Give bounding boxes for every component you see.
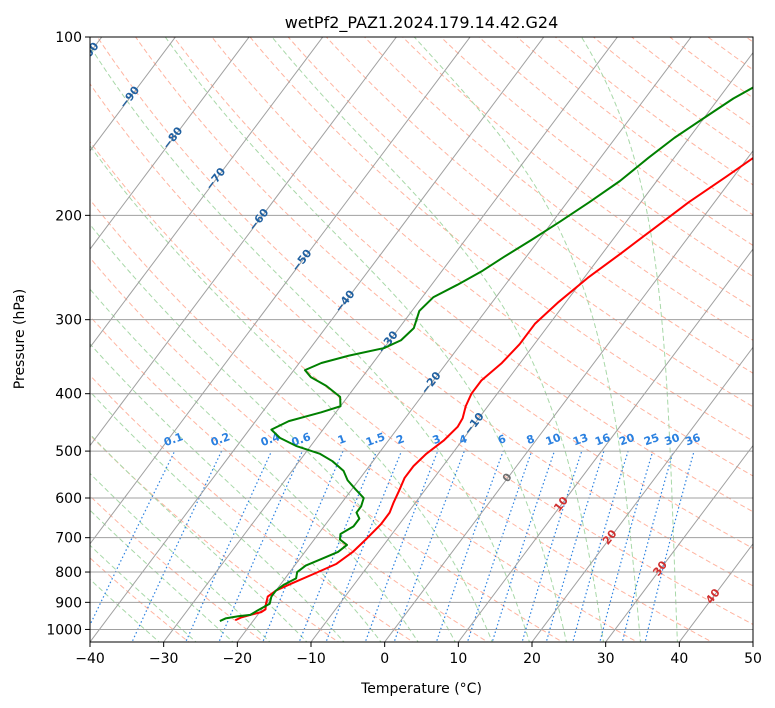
mixing-ratio-line	[185, 450, 273, 642]
x-tick-label: 40	[670, 651, 688, 667]
x-tick-label: −20	[223, 651, 253, 667]
isotherm	[310, 51, 753, 642]
y-axis: 100 200 300 400 500 600 700 800 900 1000	[46, 30, 90, 638]
mixing-ratio-line	[599, 450, 654, 642]
mixing-ratio-line	[364, 450, 439, 642]
isotherm	[90, 37, 398, 447]
y-tick-label: 200	[55, 208, 82, 224]
dry-adiabat	[90, 141, 713, 642]
mixing-ratio-label: 8	[525, 432, 537, 447]
dry-adiabat	[401, 37, 753, 309]
x-axis: −40 −30 −20 −10 0 10 20 30 40 50	[75, 642, 762, 667]
y-tick-label: 400	[55, 387, 82, 403]
x-tick-label: −10	[296, 651, 326, 667]
dry-adiabat	[90, 83, 753, 626]
x-tick-label: 50	[744, 651, 762, 667]
mixing-ratio-label: 2	[394, 432, 406, 447]
chart-title: wetPf2_PAZ1.2024.179.14.42.G24	[285, 13, 559, 33]
mixing-ratio-label: 30	[663, 431, 682, 449]
mixing-ratio-label: 4	[457, 432, 469, 447]
y-axis-title: Pressure (hPa)	[12, 289, 28, 389]
mixing-ratio-line	[262, 450, 344, 642]
moist-adiabat	[90, 472, 271, 642]
moist-adiabat	[90, 343, 382, 642]
dewpoint-profile	[219, 86, 753, 622]
mixing-ratio-line	[521, 450, 583, 642]
dry-adiabat	[90, 374, 414, 642]
mixing-ratio-label: 36	[683, 431, 702, 449]
mixing-ratio-label: 10	[544, 431, 563, 449]
x-axis-title: Temperature (°C)	[360, 681, 482, 697]
isotherm	[163, 37, 619, 642]
x-tick-label: 10	[449, 651, 467, 667]
dry-adiabat	[90, 434, 340, 642]
y-tick-label: 1000	[46, 622, 82, 638]
y-tick-label: 600	[55, 491, 82, 507]
isotherm	[236, 37, 692, 642]
mixing-ratio-line	[621, 450, 674, 642]
mixing-ratio-line	[218, 450, 303, 642]
x-tick-label: 30	[597, 651, 615, 667]
mixing-ratio-label: 13	[571, 431, 590, 448]
dry-adiabat	[249, 37, 753, 442]
isotherm	[90, 37, 250, 250]
isotherm	[457, 248, 753, 642]
mixing-ratio-label: 1.5	[364, 430, 387, 449]
y-tick-label: 700	[55, 531, 82, 547]
isotherm	[90, 37, 177, 152]
x-tick-label: 20	[523, 651, 541, 667]
dry-adiabat	[96, 37, 753, 587]
x-tick-label: −40	[75, 651, 105, 667]
isotherm	[90, 37, 324, 349]
mixing-ratio-label: 25	[642, 431, 661, 448]
dry-adiabat	[440, 37, 753, 278]
mixing-ratio-label: 3	[431, 432, 443, 447]
mixing-ratio-line	[491, 450, 555, 642]
dry-adiabat	[90, 257, 564, 642]
isotherm	[90, 37, 545, 642]
moist-adiabat	[90, 509, 234, 642]
isotherm	[90, 37, 471, 545]
mixing-ratio-label: 0.6	[290, 430, 313, 449]
mixing-ratio-line	[298, 450, 378, 642]
dry-adiabat	[516, 37, 753, 216]
isotherm	[384, 150, 753, 642]
mixing-ratio-line	[325, 450, 403, 642]
mixing-ratio-line	[644, 450, 695, 642]
profile-series	[219, 86, 753, 622]
x-tick-label: −30	[149, 651, 179, 667]
pressure-gridlines	[90, 37, 753, 630]
mixing-ratio-label: 20	[617, 431, 636, 449]
mixing-ratio-label: 6	[496, 432, 508, 447]
y-tick-label: 300	[55, 313, 82, 329]
y-tick-label: 800	[55, 565, 82, 581]
dry-adiabat	[90, 198, 639, 642]
x-tick-label: 0	[380, 651, 389, 667]
moist-adiabat	[90, 544, 197, 642]
mixing-ratio-label: 0.1	[162, 430, 185, 449]
mixing-ratio-label: 0.2	[209, 430, 232, 449]
plot-frame	[89, 36, 754, 643]
isotherm	[605, 444, 753, 642]
dry-adiabat	[211, 37, 753, 477]
y-tick-label: 500	[55, 444, 82, 460]
moist-adiabat	[90, 144, 493, 642]
mixing-ratio-line	[572, 450, 629, 642]
dry-adiabat	[134, 37, 753, 549]
y-tick-label: 900	[55, 595, 82, 611]
isotherm	[531, 346, 753, 642]
y-tick-label: 100	[55, 30, 82, 46]
mixing-ratio-label: 1	[336, 432, 348, 447]
dry-adiabat	[173, 37, 753, 513]
dry-adiabat	[90, 495, 265, 642]
mixing-ratio-label: 16	[593, 431, 612, 449]
